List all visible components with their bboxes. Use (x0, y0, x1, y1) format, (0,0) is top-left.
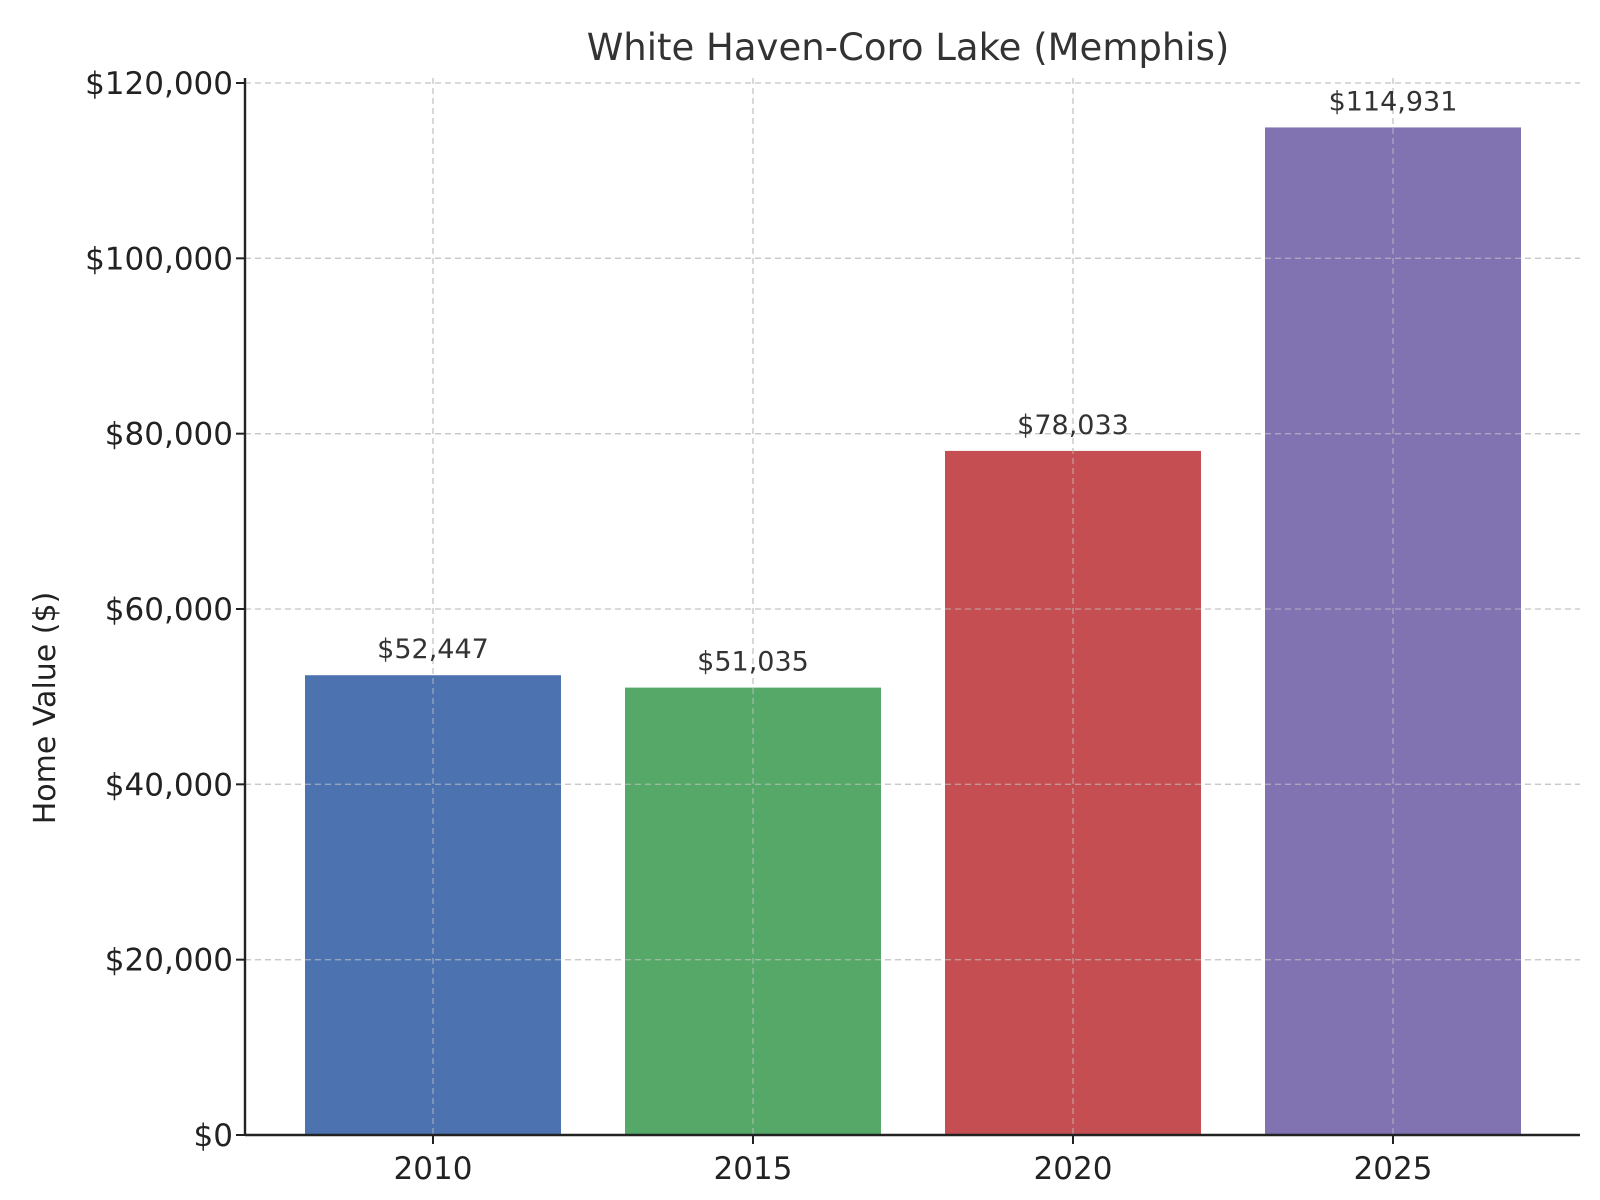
chart-title: White Haven-Coro Lake (Memphis) (587, 26, 1230, 69)
x-tick-label-2010: 2010 (394, 1151, 473, 1187)
y-axis-label: Home Value ($) (28, 592, 63, 825)
data-label-2025: $114,931 (1329, 86, 1458, 117)
data-label-2015: $51,035 (697, 647, 809, 678)
y-tick-label: $80,000 (105, 417, 233, 453)
y-tick-label: $100,000 (85, 241, 233, 277)
y-tick-label: $0 (194, 1118, 233, 1154)
x-tick-label-2025: 2025 (1354, 1151, 1433, 1187)
x-tick-label-2015: 2015 (714, 1151, 793, 1187)
axes (236, 78, 1580, 1144)
x-tick-label-2020: 2020 (1034, 1151, 1113, 1187)
y-tick-label: $40,000 (105, 767, 233, 803)
bars (245, 78, 1580, 1135)
y-tick-label: $60,000 (105, 592, 233, 628)
data-label-2020: $78,033 (1017, 410, 1129, 441)
y-tick-label: $20,000 (105, 943, 233, 979)
bar-2010 (305, 675, 561, 1135)
data-label-2010: $52,447 (377, 634, 489, 665)
labels: $0 $20,000 $40,000 $60,000 $80,000 $100,000 $1… (85, 66, 1457, 1187)
y-tick-label: $120,000 (85, 66, 233, 102)
